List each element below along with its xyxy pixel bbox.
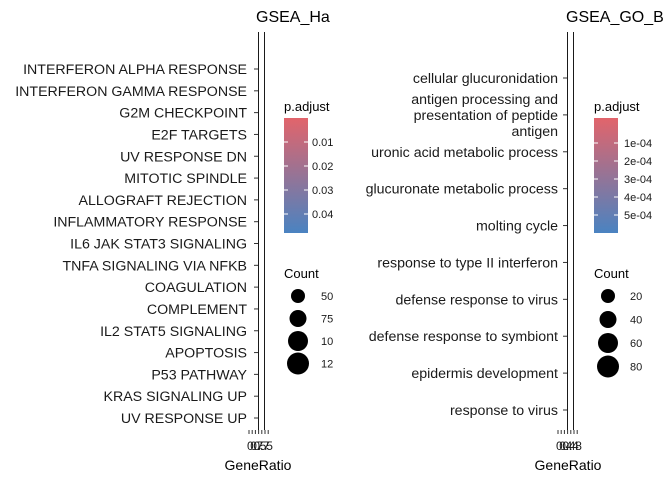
panel-hallmark-x-tick-label: 0. [247,439,257,453]
panel-go-bp-y-label: antigen processing and presentation of pe… [411,92,558,140]
panel-hallmark-y-label: IL6 JAK STAT3 SIGNALING [70,237,247,253]
panel-hallmark-y-label: ALLOGRAFT REJECTION [79,193,247,209]
panel-go-bp-x-tick-label: 4 [569,439,576,453]
panel-hallmark-color-tick-label: 0.03 [312,185,333,197]
panel-hallmark-y-label: P53 PATHWAY [151,367,247,383]
panel-hallmark-y-label: E2F TARGETS [151,127,247,143]
panel-go-bp-size-legend-title: Count [594,266,629,281]
panel-hallmark-size-key-dot [288,331,308,351]
panel-go-bp-y-label: epidermis development [411,366,558,382]
panel-hallmark-size-key-label: 75 [321,314,333,326]
panel-go-bp-color-tick-label: 1e-04 [624,138,652,150]
panel-go-bp-color-legend: p.adjust 1e-04 2e-04 3e-04 4e-04 5e-04 [594,99,652,233]
panel-go-bp-size-key-label: 20 [630,291,642,303]
panel-go-bp-size-key-label: 40 [630,315,642,327]
panel-hallmark-x-tick-label: 0. [253,439,263,453]
panel-go-bp: GSEA_GO_B cellular glucuronidation antige… [366,9,664,473]
panel-go-bp-color-tick-label: 4e-04 [624,192,652,204]
panel-hallmark-y-label: INTERFERON GAMMA RESPONSE [15,84,247,100]
panel-go-bp-x-tick-label: 4 [572,439,579,453]
panel-go-bp-y-labels: cellular glucuronidation antigen processi… [366,71,567,419]
panel-go-bp-color-legend-title: p.adjust [594,99,640,114]
panel-hallmark-y-label: UV RESPONSE DN [120,149,247,165]
panel-hallmark-y-label: TNFA SIGNALING VIA NFKB [63,258,247,274]
panel-go-bp-y-label: defense response to virus [396,292,558,308]
panel-hallmark-y-label: UV RESPONSE UP [121,411,247,427]
panel-hallmark-color-tick-label: 0.02 [312,161,333,173]
panel-hallmark-y-label: COAGULATION [145,280,247,296]
panel-hallmark-y-label: KRAS SIGNALING UP [104,389,248,405]
panel-go-bp-y-label-line: presentation of peptide [414,108,558,124]
panel-hallmark-x-tick-label: 7 [257,439,264,453]
panel-hallmark-size-key-dot [291,289,305,303]
panel-go-bp-x-tick-label: 4 [566,439,573,453]
panel-hallmark-x-tick-label: 7 [263,439,270,453]
panel-hallmark-x-tick-label: 5 [266,439,273,453]
panel-go-bp-color-tick-label: 2e-04 [624,156,652,168]
panel-hallmark-y-labels: INTERFERON ALPHA RESPONSE INTERFERON GAMM… [15,62,258,427]
panel-hallmark-size-legend: Count 50 75 10 12 [284,266,333,375]
panel-hallmark-x-tick-label: 0. [250,439,260,453]
panel-go-bp-size-key-dot [597,355,619,378]
panel-hallmark-size-keys: 50 75 10 12 [287,289,333,375]
panel-go-bp-y-label-line: antigen [511,124,558,140]
panel-go-bp-size-key-dot [601,289,615,303]
panel-hallmark-x-tick-label: 5 [260,439,267,453]
panel-go-bp-color-bar [594,118,618,233]
panel-hallmark-x-axis-title: GeneRatio [225,457,292,473]
panel-go-bp-y-label: defense response to symbiont [369,329,558,345]
panel-hallmark-y-label: G2M CHECKPOINT [119,106,247,122]
panel-hallmark-y-label: APOPTOSIS [165,346,247,362]
panel-go-bp-y-label: molting cycle [476,219,558,235]
panel-go-bp-x-tick-label: 0. [556,439,566,453]
panel-hallmark-size-key-label: 50 [321,291,333,303]
panel-hallmark-size-legend-title: Count [284,266,319,281]
panel-go-bp-y-label: glucuronate metabolic process [366,182,558,198]
panel-go-bp-size-key-label: 60 [630,338,642,350]
panel-hallmark-y-label: INTERFERON ALPHA RESPONSE [23,62,247,78]
panel-hallmark-color-tick-label: 0.04 [312,209,333,221]
panel-hallmark-color-ticks: 0.01 0.02 0.03 0.04 [284,137,333,221]
panel-go-bp-color-ticks: 1e-04 2e-04 3e-04 4e-04 5e-04 [594,138,652,222]
panel-go-bp-x-axis-title: GeneRatio [535,457,602,473]
panel-hallmark-color-legend: p.adjust 0.01 0.02 0.03 0.04 [284,99,333,233]
panel-hallmark-y-label: IL2 STAT5 SIGNALING [100,324,247,340]
panel-go-bp-y-label: response to virus [450,403,558,419]
panel-go-bp-y-label: uronic acid metabolic process [371,145,558,161]
panel-go-bp-x-tick-label: 0. [559,439,569,453]
panel-hallmark: GSEA_Ha INTERFERON ALPHA RESPONSEINTERFE… [15,9,333,473]
panel-hallmark-color-tick-label: 0.01 [312,137,333,149]
panel-go-bp-size-key-dot [599,311,617,328]
panel-hallmark-y-label: COMPLEMENT [147,302,247,318]
panel-go-bp-y-label-line: antigen processing and [411,92,558,108]
panel-hallmark-size-key-label: 10 [321,336,333,348]
panel-go-bp-size-key-label: 80 [630,362,642,374]
panel-hallmark-y-label: MITOTIC SPINDLE [124,171,247,187]
panel-hallmark-title: GSEA_Ha [256,9,330,26]
panel-go-bp-y-label: cellular glucuronidation [413,71,558,87]
panel-hallmark-size-key-label: 12 [321,359,333,371]
panel-go-bp-x-tick-label: 8 [575,439,582,453]
panel-go-bp-size-legend: Count 20 40 60 80 [594,266,642,378]
panel-go-bp-x-tick-label: 0. [562,439,572,453]
panel-hallmark-size-key-dot [287,352,309,375]
panel-go-bp-y-label: response to type II interferon [377,255,558,271]
panel-go-bp-size-key-dot [598,333,618,353]
panel-hallmark-color-bar [284,118,308,233]
panel-hallmark-size-key-dot [289,310,307,327]
panel-hallmark-color-legend-title: p.adjust [284,99,330,114]
panel-go-bp-color-tick-label: 5e-04 [624,210,652,222]
panel-hallmark-y-label: INFLAMMATORY RESPONSE [53,215,247,231]
panel-go-bp-size-keys: 20 40 60 80 [597,289,642,378]
panel-go-bp-color-tick-label: 3e-04 [624,174,652,186]
panel-go-bp-title: GSEA_GO_B [566,9,664,26]
